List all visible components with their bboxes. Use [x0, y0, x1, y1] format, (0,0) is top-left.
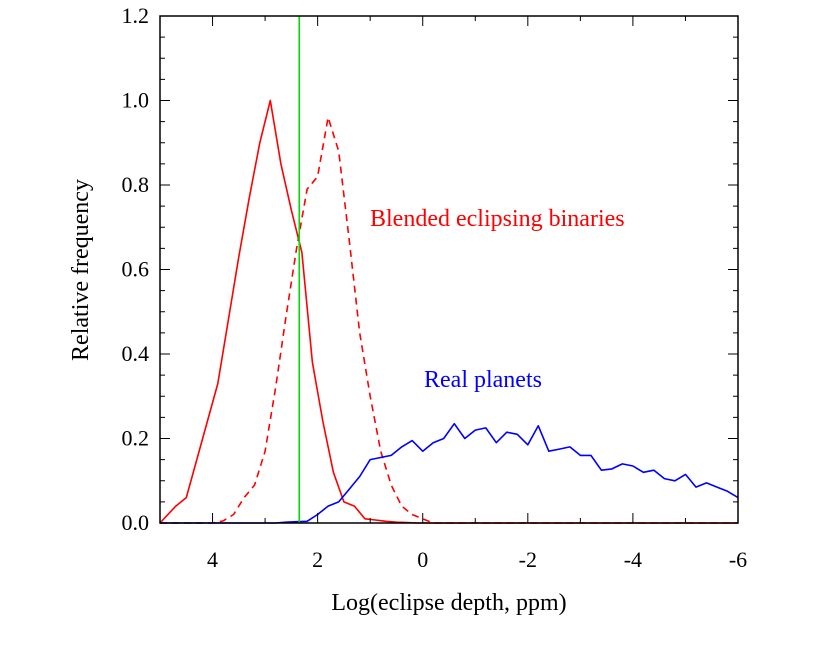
x-tick-label: 4 [207, 547, 218, 572]
annotation-real-planets: Real planets [424, 367, 542, 393]
y-tick-label: 0.8 [122, 172, 150, 197]
y-tick-label: 0.6 [122, 257, 150, 282]
plot-frame [159, 15, 739, 524]
x-tick-label: -6 [729, 547, 747, 572]
y-tick-label: 0.4 [122, 341, 150, 366]
x-tick-label: -4 [624, 547, 642, 572]
x-tick-label: 2 [312, 547, 323, 572]
x-axis-label: Log(eclipse depth, ppm) [331, 590, 566, 616]
y-tick-label: 1.0 [122, 88, 150, 113]
x-tick-label: -2 [519, 547, 537, 572]
y-axis-label: Relative frequency [68, 179, 94, 361]
plot-area [159, 16, 739, 524]
x-tick-label: 0 [417, 547, 428, 572]
annotation-blended-eclipsing-binaries: Blended eclipsing binaries [370, 206, 625, 232]
series-line-3 [160, 422, 739, 524]
y-tick-label: 0.0 [122, 510, 150, 535]
axis-ticks: 4 2 0 -2 -4 -6 0.0 0.2 0.4 0.6 0.8 1.0 1.2 [122, 3, 748, 572]
series-line-1 [159, 99, 738, 524]
series-line-2 [160, 116, 738, 524]
y-tick-label: 0.2 [122, 426, 150, 451]
y-tick-label: 1.2 [122, 3, 150, 28]
